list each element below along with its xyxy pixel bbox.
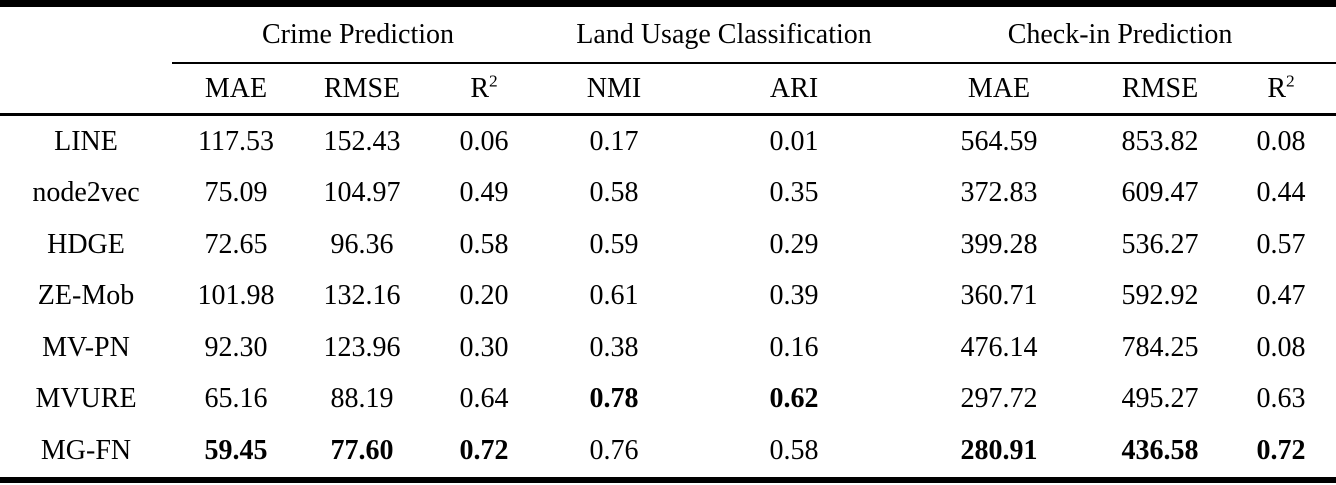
metric-cell: 0.64 xyxy=(459,383,509,415)
column-header-nmi: NMI xyxy=(544,63,685,116)
metric-cell: 0.49 xyxy=(459,177,509,209)
column-header-crime-r2: R2 xyxy=(424,63,545,116)
metric-cell: 117.53 xyxy=(198,125,274,157)
metric-cell: 0.39 xyxy=(769,280,819,312)
metric-cell: 592.92 xyxy=(1121,280,1199,312)
column-header-crime-rmse: RMSE xyxy=(300,63,424,116)
metric-cell: 280.91 xyxy=(960,434,1038,466)
metric-cell: 0.38 xyxy=(589,331,639,363)
table-row-ze-mob: ZE-Mob 101.98 132.16 0.20 0.61 0.39 360.… xyxy=(0,271,1336,323)
metric-cell: 372.83 xyxy=(960,177,1038,209)
metric-cell: 88.19 xyxy=(330,383,394,415)
metric-cell: 104.97 xyxy=(323,177,401,209)
method-name: MG-FN xyxy=(40,434,132,466)
r2-superscript: 2 xyxy=(1286,71,1295,91)
metric-cell: 0.30 xyxy=(459,331,509,363)
method-name: MV-PN xyxy=(42,331,130,363)
metric-cell: 297.72 xyxy=(960,383,1038,415)
column-header-checkin-rmse: RMSE xyxy=(1094,63,1227,116)
metric-cell: 0.01 xyxy=(769,125,819,157)
metric-cell: 0.76 xyxy=(589,434,639,466)
metric-cell: 436.58 xyxy=(1121,434,1199,466)
metric-cell: 476.14 xyxy=(960,331,1038,363)
metric-cell: 0.29 xyxy=(769,228,819,260)
metric-cell: 0.20 xyxy=(459,280,509,312)
table-row-mv-pn: MV-PN 92.30 123.96 0.30 0.38 0.16 476.14… xyxy=(0,322,1336,374)
column-header-checkin-mae: MAE xyxy=(904,63,1095,116)
metric-cell: 0.16 xyxy=(769,331,819,363)
metric-header-row: MAE RMSE R2 NMI ARI MAE RMSE R2 xyxy=(0,63,1336,116)
metric-cell: 0.08 xyxy=(1256,125,1306,157)
metric-cell: 152.43 xyxy=(323,125,401,157)
metric-cell: 360.71 xyxy=(960,280,1038,312)
metric-cell: 0.72 xyxy=(459,434,509,466)
group-header-check-in-prediction: Check-in Prediction xyxy=(904,3,1336,64)
metric-cell: 65.16 xyxy=(204,383,268,415)
metric-cell: 0.58 xyxy=(589,177,639,209)
metric-cell: 0.61 xyxy=(589,280,639,312)
metric-cell: 0.06 xyxy=(459,125,509,157)
metric-cell: 101.98 xyxy=(197,280,275,312)
method-name: LINE xyxy=(54,125,118,157)
metric-cell: 564.59 xyxy=(960,125,1038,157)
metric-cell: 0.44 xyxy=(1256,177,1306,209)
metric-cell: 536.27 xyxy=(1121,228,1199,260)
metric-cell: 0.47 xyxy=(1256,280,1306,312)
metric-cell: 495.27 xyxy=(1121,383,1199,415)
metric-cell: 123.96 xyxy=(323,331,401,363)
metric-cell: 96.36 xyxy=(330,228,394,260)
method-name: HDGE xyxy=(47,228,125,260)
metric-cell: 0.78 xyxy=(589,383,639,415)
metric-cell: 609.47 xyxy=(1121,177,1199,209)
table-row-mg-fn: MG-FN 59.45 77.60 0.72 0.76 0.58 280.91 … xyxy=(0,425,1336,480)
metric-cell: 784.25 xyxy=(1121,331,1199,363)
metric-cell: 0.08 xyxy=(1256,331,1306,363)
r2-superscript: 2 xyxy=(489,71,498,91)
metric-cell: 59.45 xyxy=(204,434,268,466)
metric-cell: 77.60 xyxy=(330,434,394,466)
method-name: ZE-Mob xyxy=(37,280,135,312)
column-header-ari: ARI xyxy=(684,63,905,116)
metric-cell: 92.30 xyxy=(204,331,268,363)
metric-cell: 0.63 xyxy=(1256,383,1306,415)
metric-cell: 0.35 xyxy=(769,177,819,209)
group-header-crime-prediction: Crime Prediction xyxy=(172,3,545,64)
method-name: node2vec xyxy=(32,177,140,209)
method-column-header-empty xyxy=(0,63,172,116)
metric-cell: 132.16 xyxy=(323,280,401,312)
table-row-node2vec: node2vec 75.09 104.97 0.49 0.58 0.35 372… xyxy=(0,168,1336,220)
metric-cell: 399.28 xyxy=(960,228,1038,260)
metric-cell: 0.62 xyxy=(769,383,819,415)
task-group-header-row: Crime Prediction Land Usage Classificati… xyxy=(0,3,1336,64)
metric-cell: 0.58 xyxy=(459,228,509,260)
corner-spacer-cell xyxy=(0,4,172,64)
metric-cell: 0.72 xyxy=(1256,434,1306,466)
column-header-crime-mae: MAE xyxy=(172,63,300,116)
method-name: MVURE xyxy=(35,383,137,415)
metric-cell: 0.57 xyxy=(1256,228,1306,260)
group-header-land-usage-classification: Land Usage Classification xyxy=(544,3,905,64)
metric-cell: 853.82 xyxy=(1121,125,1199,157)
metric-cell: 0.58 xyxy=(769,434,819,466)
metric-cell: 0.59 xyxy=(589,228,639,260)
metric-cell: 75.09 xyxy=(204,177,268,209)
metric-cell: 0.17 xyxy=(589,125,639,157)
table-row-line: LINE 117.53 152.43 0.06 0.17 0.01 564.59… xyxy=(0,115,1336,168)
table-row-mvure: MVURE 65.16 88.19 0.64 0.78 0.62 297.72 … xyxy=(0,374,1336,426)
metric-cell: 72.65 xyxy=(204,228,268,260)
column-header-checkin-r2: R2 xyxy=(1226,63,1336,116)
table-row-hdge: HDGE 72.65 96.36 0.58 0.59 0.29 399.28 5… xyxy=(0,219,1336,271)
